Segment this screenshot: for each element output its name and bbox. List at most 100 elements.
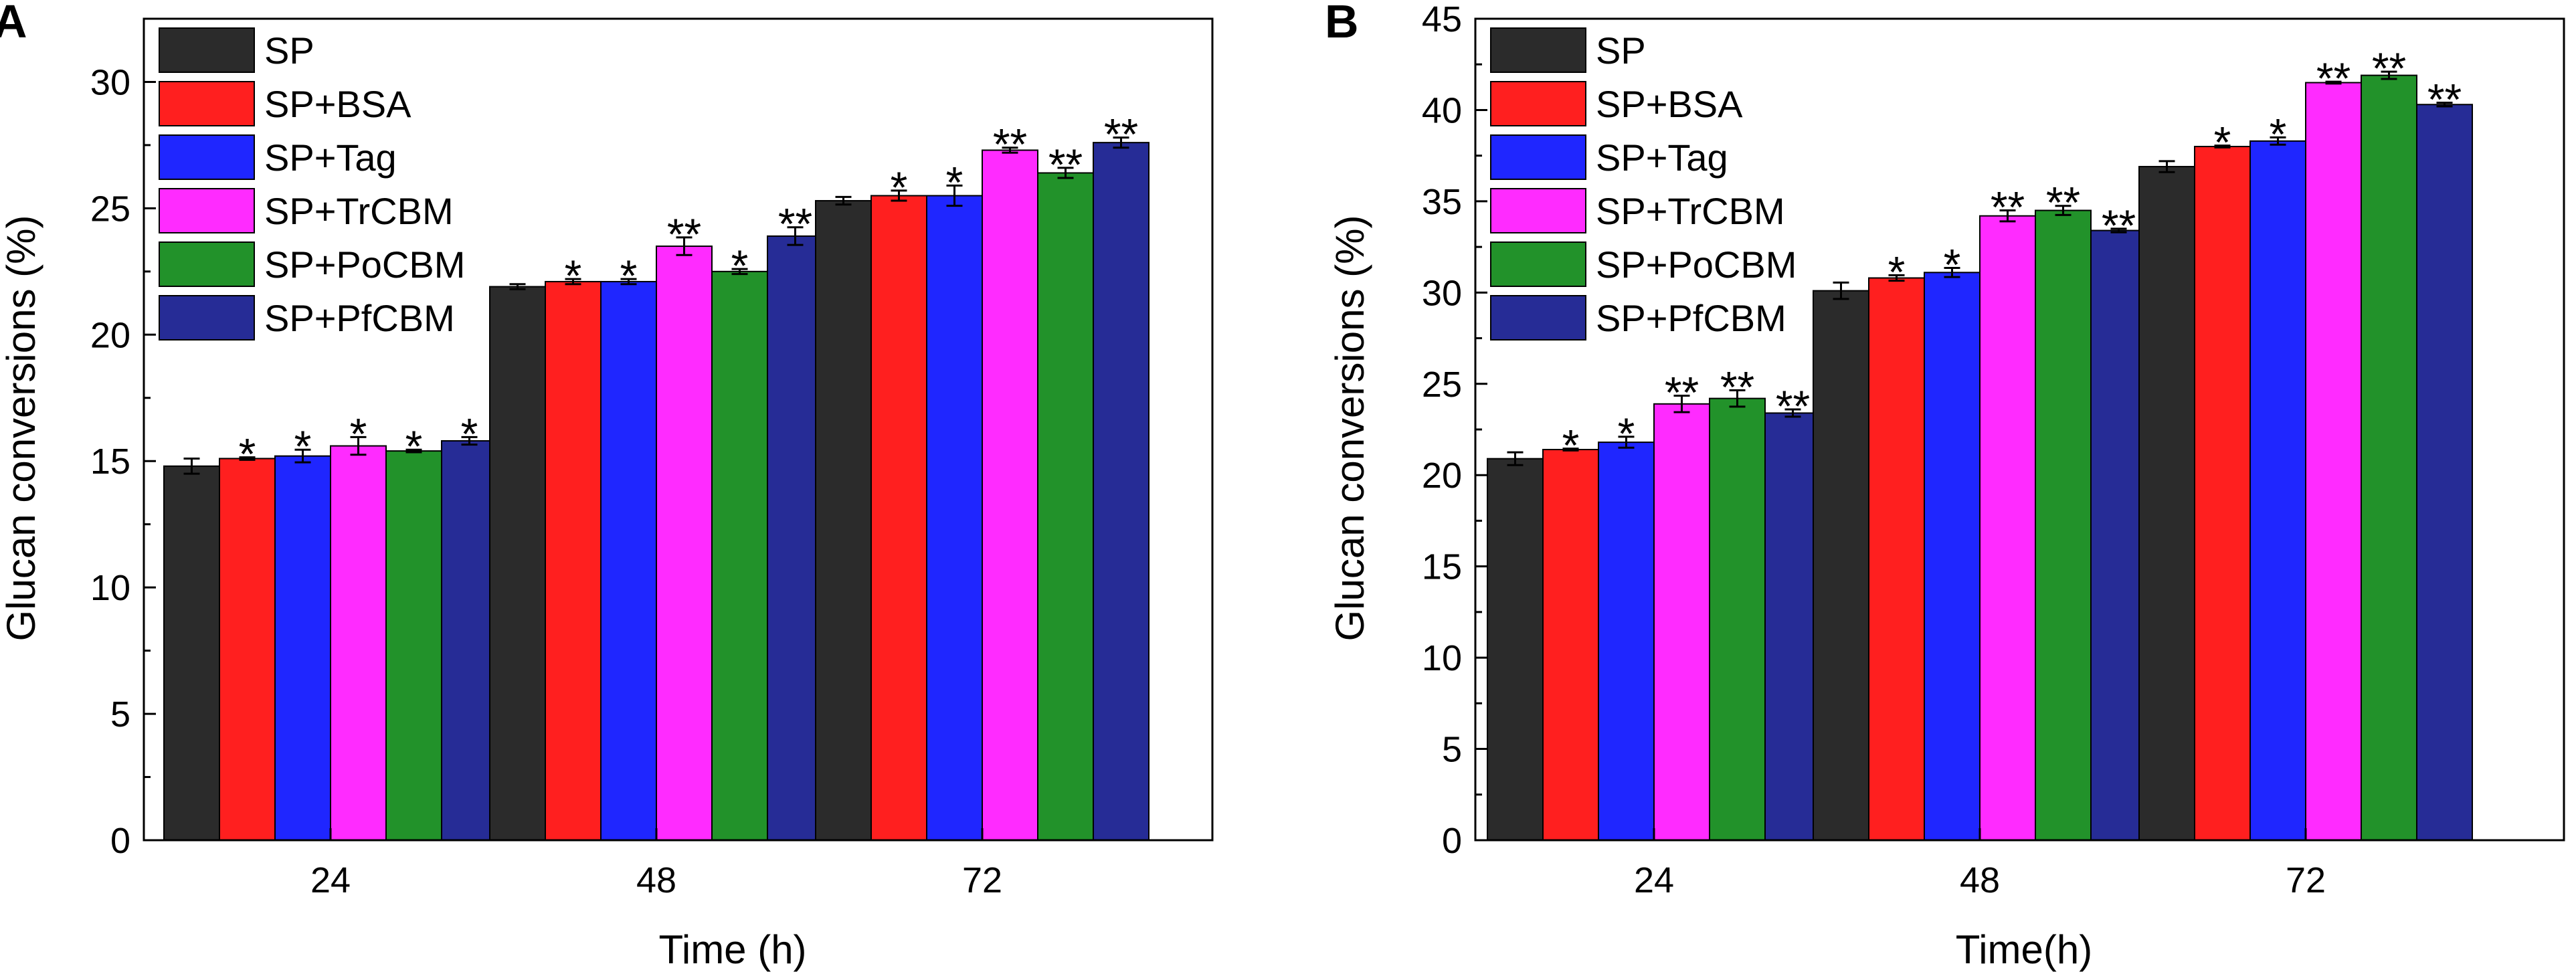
error-bar xyxy=(509,283,526,290)
bar-sp-pfcbm-48 xyxy=(2090,229,2147,842)
legend-label: SP+BSA xyxy=(264,83,411,125)
bar-sp-pfcbm-48 xyxy=(767,235,824,841)
bar-sp-tag-24 xyxy=(274,455,331,841)
y-tick-label: 5 xyxy=(1442,730,1462,770)
chart-panel-a: A Glucan conversions (%) Time (h) * * * * **… xyxy=(0,0,1214,972)
x-axis-a: 24 48 72 xyxy=(310,828,1002,900)
legend-swatch xyxy=(1490,81,1586,126)
error-bar xyxy=(1784,408,1801,418)
error-bar xyxy=(1507,451,1524,466)
error-bar xyxy=(2055,205,2072,216)
bar-sp-trcbm-24 xyxy=(330,445,387,841)
bar-sp-24 xyxy=(163,465,220,841)
significance-star: * xyxy=(1618,409,1635,458)
bar-sp-bsa-24 xyxy=(1542,449,1599,841)
error-bar xyxy=(891,189,907,202)
legend-label: SP xyxy=(264,29,314,72)
error-bar xyxy=(1888,274,1905,282)
bar-sp-72 xyxy=(815,200,872,841)
significance-star: ** xyxy=(2316,54,2351,103)
legend-swatch xyxy=(159,81,255,126)
significance-star: ** xyxy=(1665,368,1699,417)
error-bar xyxy=(1944,266,1960,278)
legend-a: SP SP+BSA SP+Tag SP+TrCBM SP+PoCBM SP+PfCBM xyxy=(159,27,465,340)
bar-sp-48 xyxy=(1813,290,1869,841)
bar-sp-bsa-24 xyxy=(219,458,276,841)
bar-sp-tag-48 xyxy=(1924,272,1981,841)
error-bar xyxy=(350,435,367,456)
x-axis-title-a: Time (h) xyxy=(658,927,806,972)
bar-sp-bsa-48 xyxy=(1868,277,1925,842)
significance-star: ** xyxy=(2427,75,2462,124)
significance-star: ** xyxy=(2372,43,2406,93)
significance-star: ** xyxy=(667,209,701,259)
error-bar xyxy=(1113,136,1129,149)
error-bar xyxy=(731,268,748,276)
legend-swatch xyxy=(1490,295,1586,340)
legend-swatch xyxy=(159,27,255,73)
error-bar xyxy=(1002,147,1018,154)
error-bar xyxy=(1999,209,2016,223)
bar-sp-tag-72 xyxy=(2249,140,2306,841)
error-bar xyxy=(1833,281,1849,300)
error-bar xyxy=(1562,448,1579,452)
error-bar xyxy=(835,195,852,206)
significance-star: * xyxy=(891,163,908,212)
bar-sp-pfcbm-72 xyxy=(1093,142,1149,841)
plot-area-b: * *** ** *** *** ** *** *** ****0510152025303540… xyxy=(1422,0,2565,900)
legend-b: SP SP+BSA SP+Tag SP+TrCBM SP+PoCBM SP+PfCBM xyxy=(1490,27,1797,340)
significance-star: * xyxy=(731,241,749,290)
bar-sp-pocbm-48 xyxy=(2035,209,2092,841)
significance-star: ** xyxy=(2102,201,2136,250)
legend-label: SP+Tag xyxy=(1596,136,1728,179)
bar-sp-trcbm-72 xyxy=(982,149,1038,842)
legend-label: SP+Tag xyxy=(264,136,397,179)
legend-swatch xyxy=(159,241,255,287)
error-bar xyxy=(2158,160,2175,173)
legend-label: SP+PfCBM xyxy=(264,297,455,339)
x-tick-label: 24 xyxy=(1634,860,1674,900)
significance-star: * xyxy=(2214,118,2231,167)
significance-star: * xyxy=(946,157,963,207)
panel-letter-a: A xyxy=(0,0,27,47)
y-axis-b: 0 5 10 15 20 25 30 35 40 45 xyxy=(1422,0,1487,861)
legend-label: SP+TrCBM xyxy=(1596,190,1785,232)
bar-sp-pfcbm-24 xyxy=(441,440,498,841)
error-bar xyxy=(1057,167,1074,179)
error-bar xyxy=(676,236,693,256)
error-bar xyxy=(565,278,581,286)
x-tick-label: 72 xyxy=(2286,860,2326,900)
significance-star: * xyxy=(620,251,638,300)
legend-swatch xyxy=(159,188,255,233)
significance-star: ** xyxy=(1104,110,1138,159)
error-bar xyxy=(183,457,200,475)
bar-sp-24 xyxy=(1487,458,1544,841)
bar-sp-tag-72 xyxy=(926,195,983,841)
y-tick-label: 10 xyxy=(90,568,130,608)
significance-star: * xyxy=(1944,239,1961,289)
legend-label: SP+PoCBM xyxy=(1596,243,1797,286)
significance-star: ** xyxy=(1991,183,2025,232)
y-tick-label: 25 xyxy=(1422,365,1462,405)
significance-star: * xyxy=(2270,109,2287,159)
bar-sp-48 xyxy=(489,286,546,842)
y-tick-label: 0 xyxy=(1442,821,1462,861)
error-bar xyxy=(787,226,804,246)
x-axis-b: 24 48 72 xyxy=(1634,828,2326,900)
bar-sp-bsa-48 xyxy=(545,280,602,841)
y-tick-label: 0 xyxy=(110,821,130,861)
significance-star: ** xyxy=(993,120,1027,169)
bars-b: * *** ** *** *** ** *** *** **** xyxy=(1487,43,2473,842)
significance-star: * xyxy=(405,421,423,471)
significance-star: ** xyxy=(1720,362,1754,411)
bars-a: * * * * ** ******* *** **** xyxy=(163,110,1149,842)
legend-swatch xyxy=(159,295,255,340)
legend-label: SP+PfCBM xyxy=(1596,297,1786,339)
legend-label: SP xyxy=(1596,29,1646,72)
error-bar xyxy=(2270,136,2286,146)
bar-sp-tag-48 xyxy=(600,280,657,841)
y-tick-label: 5 xyxy=(110,694,130,735)
significance-star: * xyxy=(1562,421,1580,470)
